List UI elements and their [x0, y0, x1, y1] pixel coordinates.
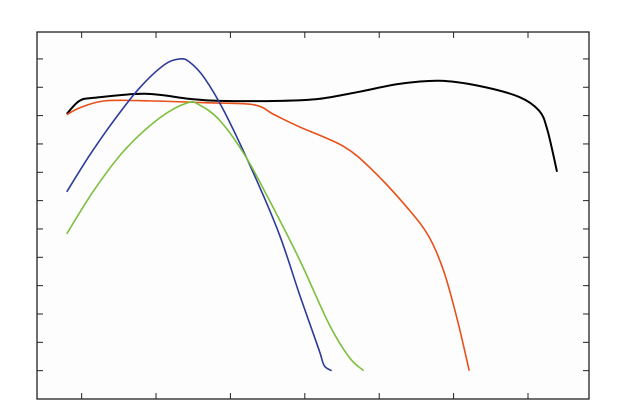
plot-frame — [36, 31, 590, 400]
series-line-3 — [66, 57, 333, 372]
series-lines — [66, 57, 558, 372]
series-line-1 — [66, 79, 558, 172]
axis-ticks — [37, 32, 589, 399]
series-line-2 — [66, 99, 471, 371]
series-line-4 — [66, 100, 365, 372]
